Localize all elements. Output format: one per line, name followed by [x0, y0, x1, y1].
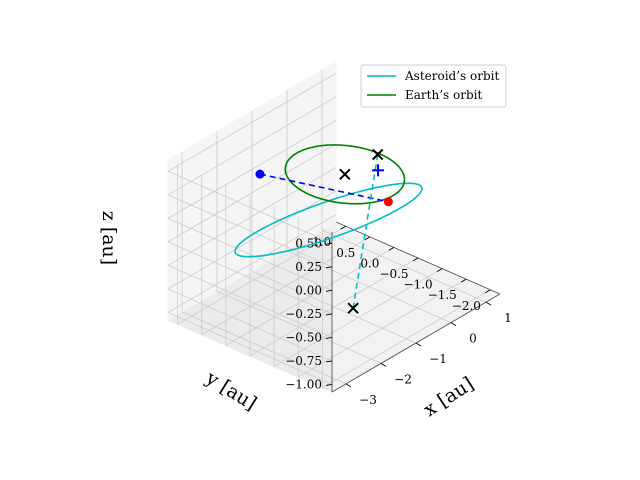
tick-marks: −3−2−1011.00.50.0−0.5−1.0−1.5−2.00.500.2… — [285, 225, 512, 407]
cyan-dashed-line — [352, 154, 379, 309]
y-tick-mark — [436, 268, 443, 272]
x-tick-mark — [415, 342, 422, 347]
x-tick-mark — [450, 322, 457, 326]
z-tick-mark — [325, 313, 333, 316]
x-tick-label: 0 — [469, 332, 477, 346]
z-tick-mark — [325, 242, 333, 245]
grid-line-z — [167, 120, 337, 219]
markers — [255, 148, 393, 314]
dot-marker — [383, 197, 393, 207]
grid-line-y — [225, 247, 395, 346]
legend-label-earth: Earth’s orbit — [405, 88, 482, 102]
y-tick-mark — [364, 236, 370, 241]
dot-marker — [255, 169, 265, 179]
z-tick-label: −0.75 — [285, 354, 322, 368]
grid-line-y — [298, 278, 467, 378]
z-tick-mark — [325, 266, 333, 269]
grid-line-z — [167, 170, 333, 244]
grid-line-z — [167, 265, 333, 338]
y-tick-label: −1.0 — [404, 278, 433, 292]
y-axis-label: y [au] — [201, 366, 260, 414]
x-tick-label: −2 — [394, 372, 412, 386]
legend-label-asteroid: Asteroid’s orbit — [404, 69, 499, 83]
z-tick-mark — [325, 384, 333, 386]
z-tick-label: −1.00 — [285, 377, 322, 391]
grid-line-z — [167, 167, 337, 266]
asteroid-orbit-line — [234, 182, 423, 258]
x-tick-mark — [485, 301, 492, 306]
grid-line-z — [167, 312, 333, 385]
x-marker — [371, 148, 384, 161]
x-tick-mark — [345, 383, 352, 388]
grid-line-z — [167, 241, 333, 315]
y-tick-label: −1.5 — [428, 288, 457, 302]
z-axis-label: z [au] — [98, 211, 120, 265]
x-axis-label: x [au] — [420, 373, 478, 421]
grid-line-y — [322, 289, 491, 389]
grid-line-z — [167, 288, 333, 362]
grid-line-z — [167, 143, 337, 243]
z-tick-mark — [325, 336, 333, 339]
x-marker-stroke — [347, 302, 359, 314]
y-tick-mark — [485, 289, 491, 294]
grid-line-y — [273, 268, 443, 367]
z-tick-label: 0.25 — [295, 260, 322, 274]
series-lines — [234, 144, 423, 309]
grid-line-z — [167, 96, 337, 196]
z-tick-label: −0.25 — [285, 307, 322, 321]
x-marker-stroke — [339, 168, 351, 181]
earth-orbit-line — [284, 144, 406, 205]
y-tick-mark — [388, 247, 395, 251]
y-tick-label: −2.0 — [452, 299, 481, 313]
z-tick-mark — [325, 289, 333, 292]
z-tick-label: −0.50 — [285, 330, 322, 344]
grid-line-z — [167, 194, 333, 268]
legend-box — [360, 64, 507, 108]
y-tick-mark — [412, 257, 419, 262]
y-tick-label: −0.5 — [379, 267, 408, 281]
x-marker-stroke — [371, 148, 384, 161]
blue-dashed-line — [259, 173, 389, 203]
z-tick-mark — [325, 360, 333, 363]
y-tick-label: 0.5 — [336, 246, 355, 260]
x-tick-label: −1 — [429, 352, 447, 366]
y-tick-label: 1.0 — [312, 235, 331, 249]
grid-line-y — [249, 257, 419, 357]
grid-line-z — [167, 214, 337, 313]
grid-line-z — [167, 72, 337, 172]
grid-line-z — [167, 190, 337, 290]
z-tick-label: 0.00 — [295, 283, 322, 297]
y-tick-label: 0.0 — [360, 256, 379, 270]
x-tick-label: 1 — [504, 311, 512, 325]
grid-line-y — [201, 236, 370, 336]
x-tick-label: −3 — [359, 393, 377, 407]
x-marker — [339, 168, 351, 181]
x-marker — [347, 302, 359, 314]
y-tick-mark — [461, 278, 467, 283]
grid-line-z — [167, 217, 333, 291]
x-tick-mark — [380, 363, 387, 367]
plus-marker — [372, 164, 385, 177]
y-tick-mark — [340, 225, 346, 230]
legend: Asteroid’s orbit Earth’s orbit — [360, 64, 507, 108]
